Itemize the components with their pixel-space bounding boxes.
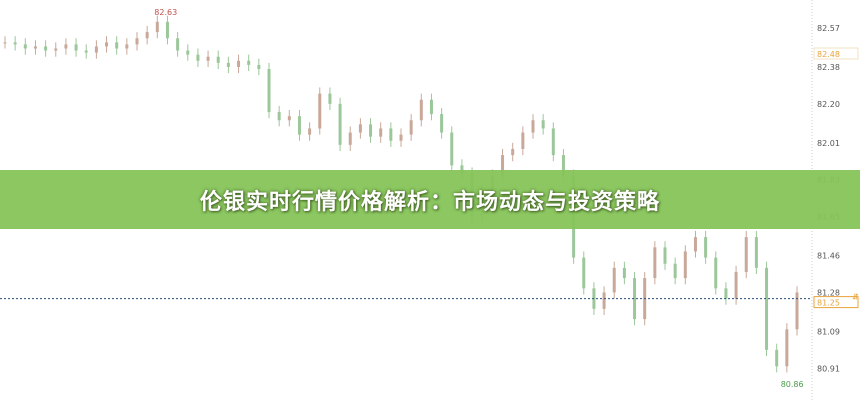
candle-body bbox=[602, 292, 606, 309]
candle-body bbox=[247, 60, 251, 65]
candle-body bbox=[663, 247, 667, 264]
candle-body bbox=[3, 42, 7, 44]
candle-body bbox=[440, 114, 444, 133]
candle-body bbox=[94, 46, 98, 53]
candle-body bbox=[64, 44, 68, 49]
candle-body bbox=[501, 155, 505, 176]
banner-title: 伦银实时行情价格解析：市场动态与投资策略 bbox=[199, 189, 660, 215]
candle-body bbox=[775, 349, 779, 367]
title-banner: 伦银实时行情价格解析：市场动态与投资策略 bbox=[0, 170, 860, 229]
candle-body bbox=[145, 32, 149, 39]
last-price-box bbox=[813, 296, 859, 309]
y-tick-label: 82.57 bbox=[817, 24, 840, 33]
candle-body bbox=[186, 50, 190, 55]
candle-body bbox=[84, 50, 88, 53]
candle-body bbox=[297, 116, 301, 135]
candle-body bbox=[226, 62, 230, 67]
candle-body bbox=[561, 155, 565, 176]
last-price-label: 81.25 bbox=[817, 299, 840, 308]
high-marker-label: 82.48 bbox=[817, 50, 840, 59]
candle-body bbox=[673, 263, 677, 279]
candle-body bbox=[125, 44, 129, 49]
candle-body bbox=[399, 134, 403, 141]
candle-body bbox=[348, 132, 352, 145]
y-tick-label: 81.46 bbox=[817, 252, 840, 261]
candle-body bbox=[724, 288, 728, 299]
candle-body bbox=[754, 237, 758, 268]
candle-body bbox=[267, 69, 271, 113]
candle-body bbox=[308, 128, 312, 135]
y-tick-label: 82.01 bbox=[817, 139, 840, 148]
last-price-marker-icon: ⇵ bbox=[852, 293, 859, 302]
candle-body bbox=[257, 64, 261, 69]
candle-body bbox=[277, 112, 281, 121]
candle-body bbox=[551, 128, 555, 156]
candle-body bbox=[338, 103, 342, 145]
candle-body bbox=[54, 48, 58, 51]
candle-body bbox=[135, 38, 139, 45]
candle-body bbox=[115, 42, 119, 49]
max-price-label: 82.63 bbox=[154, 8, 177, 17]
candle-body bbox=[74, 44, 78, 51]
candle-body bbox=[206, 56, 210, 61]
y-tick-label: 82.38 bbox=[817, 63, 840, 72]
candle-body bbox=[653, 247, 657, 279]
candle-body bbox=[389, 128, 393, 141]
y-tick-label: 82.20 bbox=[817, 100, 840, 109]
candle-body bbox=[622, 267, 626, 279]
candle-body bbox=[196, 54, 200, 61]
candle-body bbox=[155, 21, 159, 33]
candle-body bbox=[704, 237, 708, 258]
candle-body bbox=[612, 267, 616, 293]
candle-body bbox=[176, 38, 180, 51]
candle-body bbox=[33, 46, 37, 49]
candle-body bbox=[744, 237, 748, 272]
y-tick-label: 81.28 bbox=[817, 288, 840, 297]
candle-body bbox=[582, 257, 586, 289]
candle-body bbox=[541, 120, 545, 129]
candle-body bbox=[165, 21, 169, 39]
candle-body bbox=[693, 237, 697, 252]
candle-body bbox=[785, 329, 789, 367]
candle-body bbox=[409, 120, 413, 135]
candle-body bbox=[13, 42, 17, 45]
candle-body bbox=[521, 132, 525, 149]
high-marker-box bbox=[813, 47, 859, 60]
candle-body bbox=[714, 257, 718, 289]
min-price-label: 80.86 bbox=[781, 380, 804, 389]
candle-body bbox=[23, 44, 27, 49]
candle-body bbox=[765, 267, 769, 350]
candle-body bbox=[105, 42, 109, 47]
y-tick-label: 80.91 bbox=[817, 364, 840, 373]
candle-body bbox=[450, 132, 454, 166]
candle-body bbox=[511, 148, 515, 156]
candle-body bbox=[379, 128, 383, 137]
candle-body bbox=[531, 120, 535, 133]
candle-body bbox=[734, 271, 738, 299]
candle-body bbox=[460, 165, 464, 174]
candle-body bbox=[633, 278, 637, 320]
candle-body bbox=[429, 99, 433, 115]
candle-body bbox=[318, 93, 322, 129]
candle-body bbox=[419, 99, 423, 121]
candle-body bbox=[328, 93, 332, 104]
y-tick-label: 81.09 bbox=[817, 327, 840, 336]
candle-body bbox=[44, 46, 48, 51]
candle-body bbox=[795, 292, 799, 330]
candle-body bbox=[369, 124, 373, 137]
candle-body bbox=[683, 251, 687, 279]
candle-body bbox=[358, 124, 362, 133]
candle-body bbox=[216, 56, 220, 63]
candle-body bbox=[237, 60, 241, 67]
candle-body bbox=[287, 116, 291, 121]
